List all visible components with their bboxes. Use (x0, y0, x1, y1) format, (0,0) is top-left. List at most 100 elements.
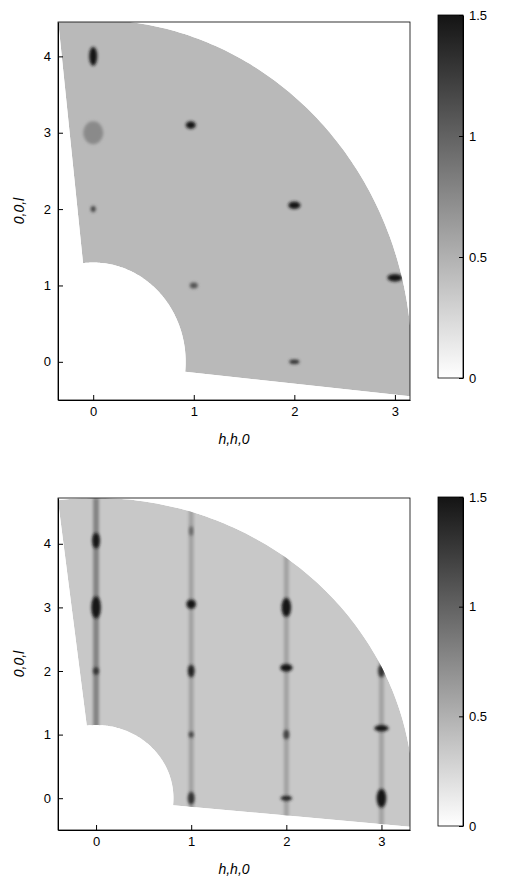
tick-mark (58, 362, 63, 363)
tick-label: 3 (392, 404, 399, 419)
tick-mark (93, 395, 94, 400)
tick-label: 1 (44, 727, 51, 742)
colorbar (438, 15, 463, 378)
coverage-group (58, 498, 410, 830)
tick-mark (381, 825, 382, 830)
tick-label: 0 (469, 819, 476, 834)
coverage-group (58, 22, 410, 396)
panel: 012301234h,h,00,0,l00.511.5 (11, 490, 487, 877)
bragg-peak (289, 360, 299, 365)
tick: 1 (191, 395, 198, 419)
tick-label: 0 (44, 354, 51, 369)
bragg-peak (188, 665, 195, 678)
bragg-peak (282, 598, 292, 617)
tick: 2 (44, 202, 63, 217)
tick: 0.5 (459, 709, 487, 724)
tick: 3 (392, 395, 399, 419)
y-axis-title: 0,0,l (11, 650, 27, 677)
tick-mark (459, 497, 463, 498)
tick: 3 (44, 125, 63, 140)
tick-label: 4 (44, 49, 51, 64)
tick-mark (58, 285, 63, 286)
axis-line (58, 499, 59, 831)
tick: 2 (291, 395, 298, 419)
coverage (58, 22, 410, 396)
tick-label: 1.5 (469, 8, 487, 23)
tick-label: 1 (188, 834, 195, 849)
tick-label: 1 (44, 278, 51, 293)
x-axis-title: h,h,0 (218, 431, 249, 447)
tick-mark (191, 825, 192, 830)
tick-label: 3 (44, 125, 51, 140)
bragg-peak (93, 667, 99, 675)
bragg-peak (188, 792, 195, 805)
x-axis-title: h,h,0 (218, 861, 249, 877)
diffuse-rod (189, 498, 194, 830)
tick-label: 0 (90, 404, 97, 419)
bragg-peak (186, 599, 196, 609)
plot-area (58, 22, 410, 396)
bragg-peak (186, 121, 196, 129)
tick-mark (58, 544, 63, 545)
tick: 0 (93, 825, 100, 849)
axis-line (59, 400, 411, 401)
tick-mark (96, 825, 97, 830)
tick-mark (459, 607, 463, 608)
tick-mark (58, 798, 63, 799)
tick: 3 (378, 825, 385, 849)
tick-mark (58, 607, 63, 608)
plot-frame (58, 498, 410, 830)
y-axis: 0 1 2 3 4 (44, 499, 63, 831)
tick-mark (58, 735, 63, 736)
bragg-peak (91, 596, 101, 618)
tick-mark (58, 671, 63, 672)
diffuse-rod (379, 498, 384, 830)
tick-mark (58, 56, 63, 57)
tick: 3 (44, 600, 63, 615)
tick-mark (459, 136, 463, 137)
tick: 0 (90, 395, 97, 419)
bragg-peak (374, 725, 388, 731)
tick: 4 (44, 49, 63, 64)
figure: 012301234h,h,00,0,l00.511.5012301234h,h,… (0, 0, 527, 895)
tick-mark (58, 209, 63, 210)
tick: 0.5 (459, 250, 487, 265)
coverage (58, 498, 410, 827)
bragg-peak (387, 274, 402, 282)
tick-label: 1.5 (469, 490, 487, 505)
tick: 0 (459, 819, 476, 834)
bragg-peak (189, 731, 194, 737)
tick-mark (286, 825, 287, 830)
tick: 1.5 (459, 8, 487, 23)
bragg-peak (92, 533, 100, 549)
tick: 0 (459, 371, 476, 386)
y-axis: 0 1 2 3 4 (44, 23, 63, 401)
tick: 1 (44, 727, 63, 742)
tick-mark (194, 395, 195, 400)
tick: 0 (44, 354, 63, 369)
bragg-peak (377, 789, 387, 808)
tick-label: 1 (191, 404, 198, 419)
tick: 1 (188, 825, 195, 849)
tick-label: 0.5 (469, 250, 487, 265)
tick-mark (395, 395, 396, 400)
colorbar-axis: 00.511.5 (459, 490, 487, 834)
tick-mark (459, 716, 463, 717)
bragg-peak (91, 206, 96, 212)
tick: 1 (459, 129, 476, 144)
x-axis: 0 1 2 3 (59, 395, 411, 419)
tick-label: 3 (378, 834, 385, 849)
tick: 2 (44, 664, 63, 679)
tick-label: 3 (44, 600, 51, 615)
axis-line (463, 16, 464, 379)
tick: 4 (44, 536, 63, 551)
axis-line (463, 498, 464, 827)
tick-label: 0 (469, 371, 476, 386)
colorbar (438, 497, 463, 826)
tick-label: 2 (291, 404, 298, 419)
tick-label: 1 (469, 129, 476, 144)
tick: 0 (44, 791, 63, 806)
x-axis: 0123 (59, 825, 411, 849)
tick: 1.5 (459, 490, 487, 505)
plot-area (58, 498, 410, 830)
